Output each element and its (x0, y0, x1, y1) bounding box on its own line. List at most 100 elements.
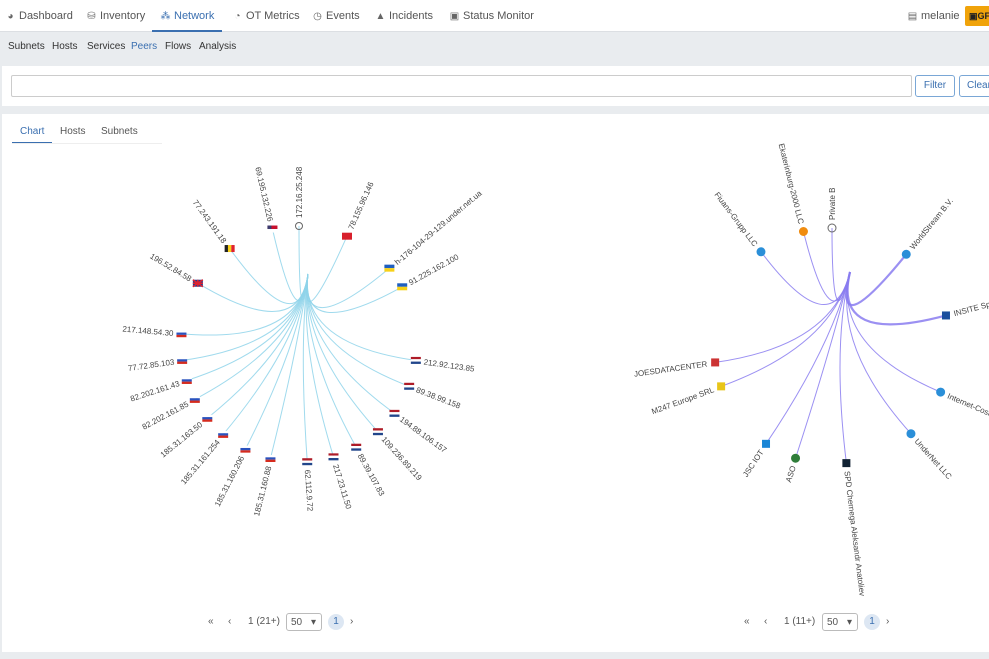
right-node-earth-icon (791, 453, 801, 463)
gauge-icon: ◔ (234, 11, 241, 22)
right-edge (839, 271, 851, 464)
filter-button[interactable]: Filter (915, 75, 955, 97)
right-node-label: UnderNet LLC (913, 437, 954, 481)
tab-underline (12, 143, 162, 144)
page-size-select[interactable]: 50 ▾ (286, 613, 322, 631)
nav-label: Incidents (389, 10, 434, 22)
inventory-icon: ⛁ (87, 11, 96, 22)
left-node-flag-icon (410, 356, 421, 364)
subnav-peers[interactable]: Peers (131, 41, 158, 52)
left-edge (306, 273, 403, 314)
page-1-button[interactable]: 1 (328, 614, 344, 630)
left-node-label: 196.52.84.58 (148, 252, 193, 284)
subnav-flows[interactable]: Flows (165, 41, 192, 52)
pager-left: « ‹ 1 (21+) 50 ▾ 1 › (208, 613, 368, 631)
clock-icon: ◷ (313, 11, 322, 22)
subnav-analysis[interactable]: Analysis (199, 41, 237, 52)
left-node-label: 89.38.99.158 (415, 385, 462, 410)
filter-input[interactable] (11, 75, 912, 97)
tab-hosts[interactable]: Hosts (60, 126, 86, 137)
subnav-services[interactable]: Services (87, 41, 126, 52)
left-node-label: 78.155.96.146 (347, 180, 376, 231)
left-node-flag-icon (202, 414, 213, 422)
right-node-globe-icon (901, 249, 911, 259)
pager-right: « ‹ 1 (11+) 50 ▾ 1 › (744, 613, 904, 631)
nav-inventory[interactable]: ⛁ Inventory (86, 0, 145, 32)
left-edge (306, 273, 395, 414)
first-page-button[interactable]: « (208, 616, 214, 627)
left-edge (306, 273, 357, 448)
nav-label: Inventory (100, 10, 146, 22)
right-edge (765, 271, 851, 445)
right-node-label: SPD Chernega Aleksandr Anatoliev (842, 471, 866, 597)
right-edge (845, 253, 908, 307)
right-node-red-logo-icon (711, 358, 720, 367)
left-node-label: 62.112.9.72 (303, 469, 315, 512)
page-size-value: 50 (291, 617, 303, 628)
nav-label: Status Monitor (463, 10, 534, 22)
right-edge (846, 271, 941, 393)
left-node-flag-icon (218, 430, 229, 438)
right-node-label: WorldStream B.V. (908, 196, 955, 251)
left-node-label: 89.39.107.83 (356, 452, 387, 498)
left-edge (229, 248, 309, 304)
left-node-flag-icon (176, 330, 187, 338)
tab-subnets[interactable]: Subnets (101, 126, 138, 137)
nav-events[interactable]: ◷ Events (312, 0, 360, 32)
left-node-flag-icon (267, 225, 278, 233)
right-node-check-logo-icon (941, 311, 950, 320)
user-menu[interactable]: ▤ melanie (907, 0, 960, 32)
nav-label: Events (326, 10, 360, 22)
nav-label: OT Metrics (246, 10, 300, 22)
right-node-label: Internet-Cosmos (946, 392, 989, 423)
prev-page-button[interactable]: ‹ (764, 616, 768, 627)
left-node-label: 77.243.191.18 (191, 198, 229, 245)
network-icon: ⁂ (160, 11, 171, 22)
sub-nav: Subnets Hosts Services Peers Flows Analy… (0, 33, 989, 61)
left-node-label: 185.31.160.88 (252, 465, 273, 517)
left-node-label: 82.202.161.43 (129, 379, 181, 404)
nav-dashboard[interactable]: ◕ Dashboard (5, 0, 72, 32)
page-size-value: 50 (827, 617, 839, 628)
left-node-label: 217.148.54.30 (122, 325, 174, 338)
page-1-button[interactable]: 1 (864, 614, 880, 630)
next-page-button[interactable]: › (886, 616, 890, 627)
left-node-flag-icon (397, 283, 408, 291)
subnav-subnets[interactable]: Subnets (8, 41, 45, 52)
right-node-orange-star-icon (798, 227, 808, 237)
left-node-flag-icon (181, 376, 192, 384)
right-edge (760, 251, 851, 305)
peers-panel: Chart Hosts Subnets 77.243.191.18 69.195.… (2, 114, 989, 652)
next-page-button[interactable]: › (350, 616, 354, 627)
nav-incidents[interactable]: ▲ Incidents (375, 0, 433, 32)
org-badge-button[interactable]: ▣GF (965, 6, 989, 26)
user-icon: ▤ (907, 11, 918, 22)
right-edge (846, 271, 947, 326)
left-node-flag-icon (265, 454, 276, 462)
clear-button[interactable]: Clear (959, 75, 989, 97)
subnav-hosts[interactable]: Hosts (52, 41, 78, 52)
first-page-button[interactable]: « (744, 616, 750, 627)
warning-icon: ▲ (375, 11, 386, 22)
nav-label: Network (174, 10, 215, 22)
left-node-label: 77.72.85.103 (127, 357, 175, 372)
right-edge (715, 271, 851, 363)
nav-status-monitor[interactable]: ▣ Status Monitor (449, 0, 534, 32)
left-node-flag-icon (328, 453, 339, 461)
badge-icon: ▣ (969, 11, 978, 21)
left-node-label: 91.225.162.100 (407, 252, 460, 287)
left-node-flag-icon (351, 443, 362, 451)
nav-ot-metrics[interactable]: ◔ OT Metrics (232, 0, 300, 32)
right-node-label: Fiuans-Grupp LLC (713, 190, 760, 248)
left-node-label: 185.31.160.206 (213, 454, 247, 508)
monitor-icon: ▣ (449, 11, 460, 22)
page-size-select[interactable]: 50 ▾ (822, 613, 858, 631)
nav-network[interactable]: ⁂ Network (152, 0, 223, 32)
prev-page-button[interactable]: ‹ (228, 616, 232, 627)
page-info: 1 (21+) (248, 616, 280, 627)
left-node-label: 69.195.132.226 (253, 166, 274, 223)
right-node-globe-icon (936, 387, 946, 397)
right-node-globe-icon (906, 429, 916, 439)
left-node-label: 82.202.161.85 (141, 399, 191, 431)
right-node-label: INSITE Sp. z o.o. (953, 294, 989, 319)
